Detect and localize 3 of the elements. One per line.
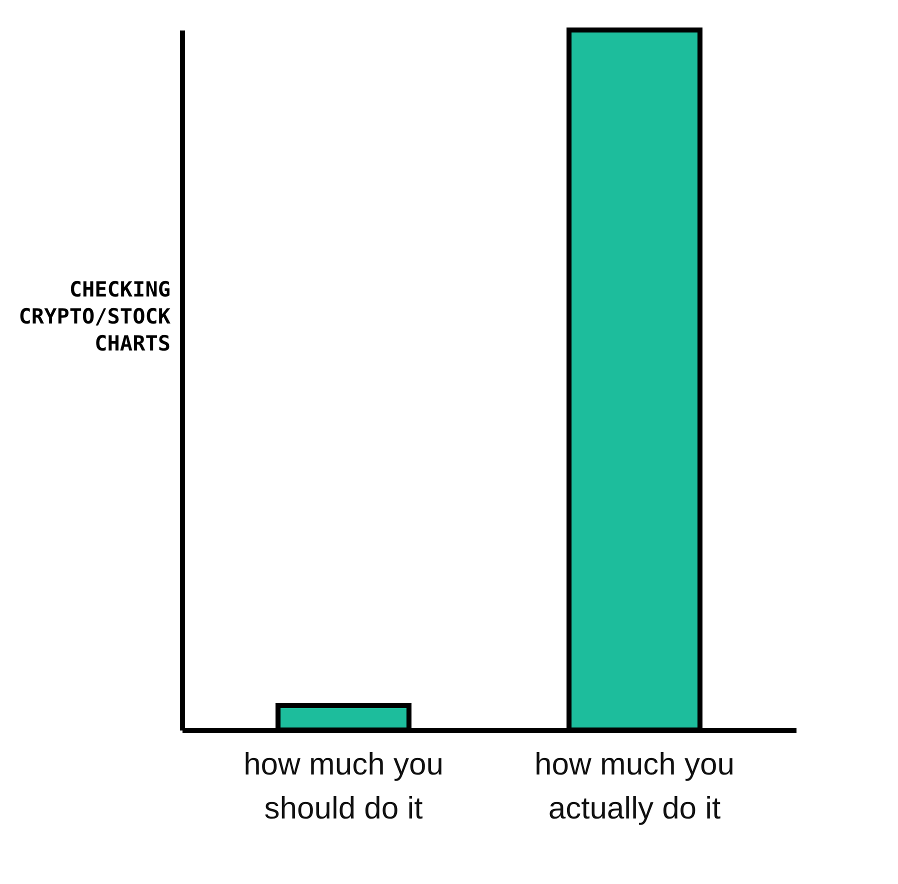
x-tick-label: how much you actually do it	[534, 746, 734, 826]
y-axis-title: CHECKING CRYPTO/STOCK CHARTS	[18, 278, 171, 356]
x-tick-label: how much you should do it	[244, 746, 444, 826]
